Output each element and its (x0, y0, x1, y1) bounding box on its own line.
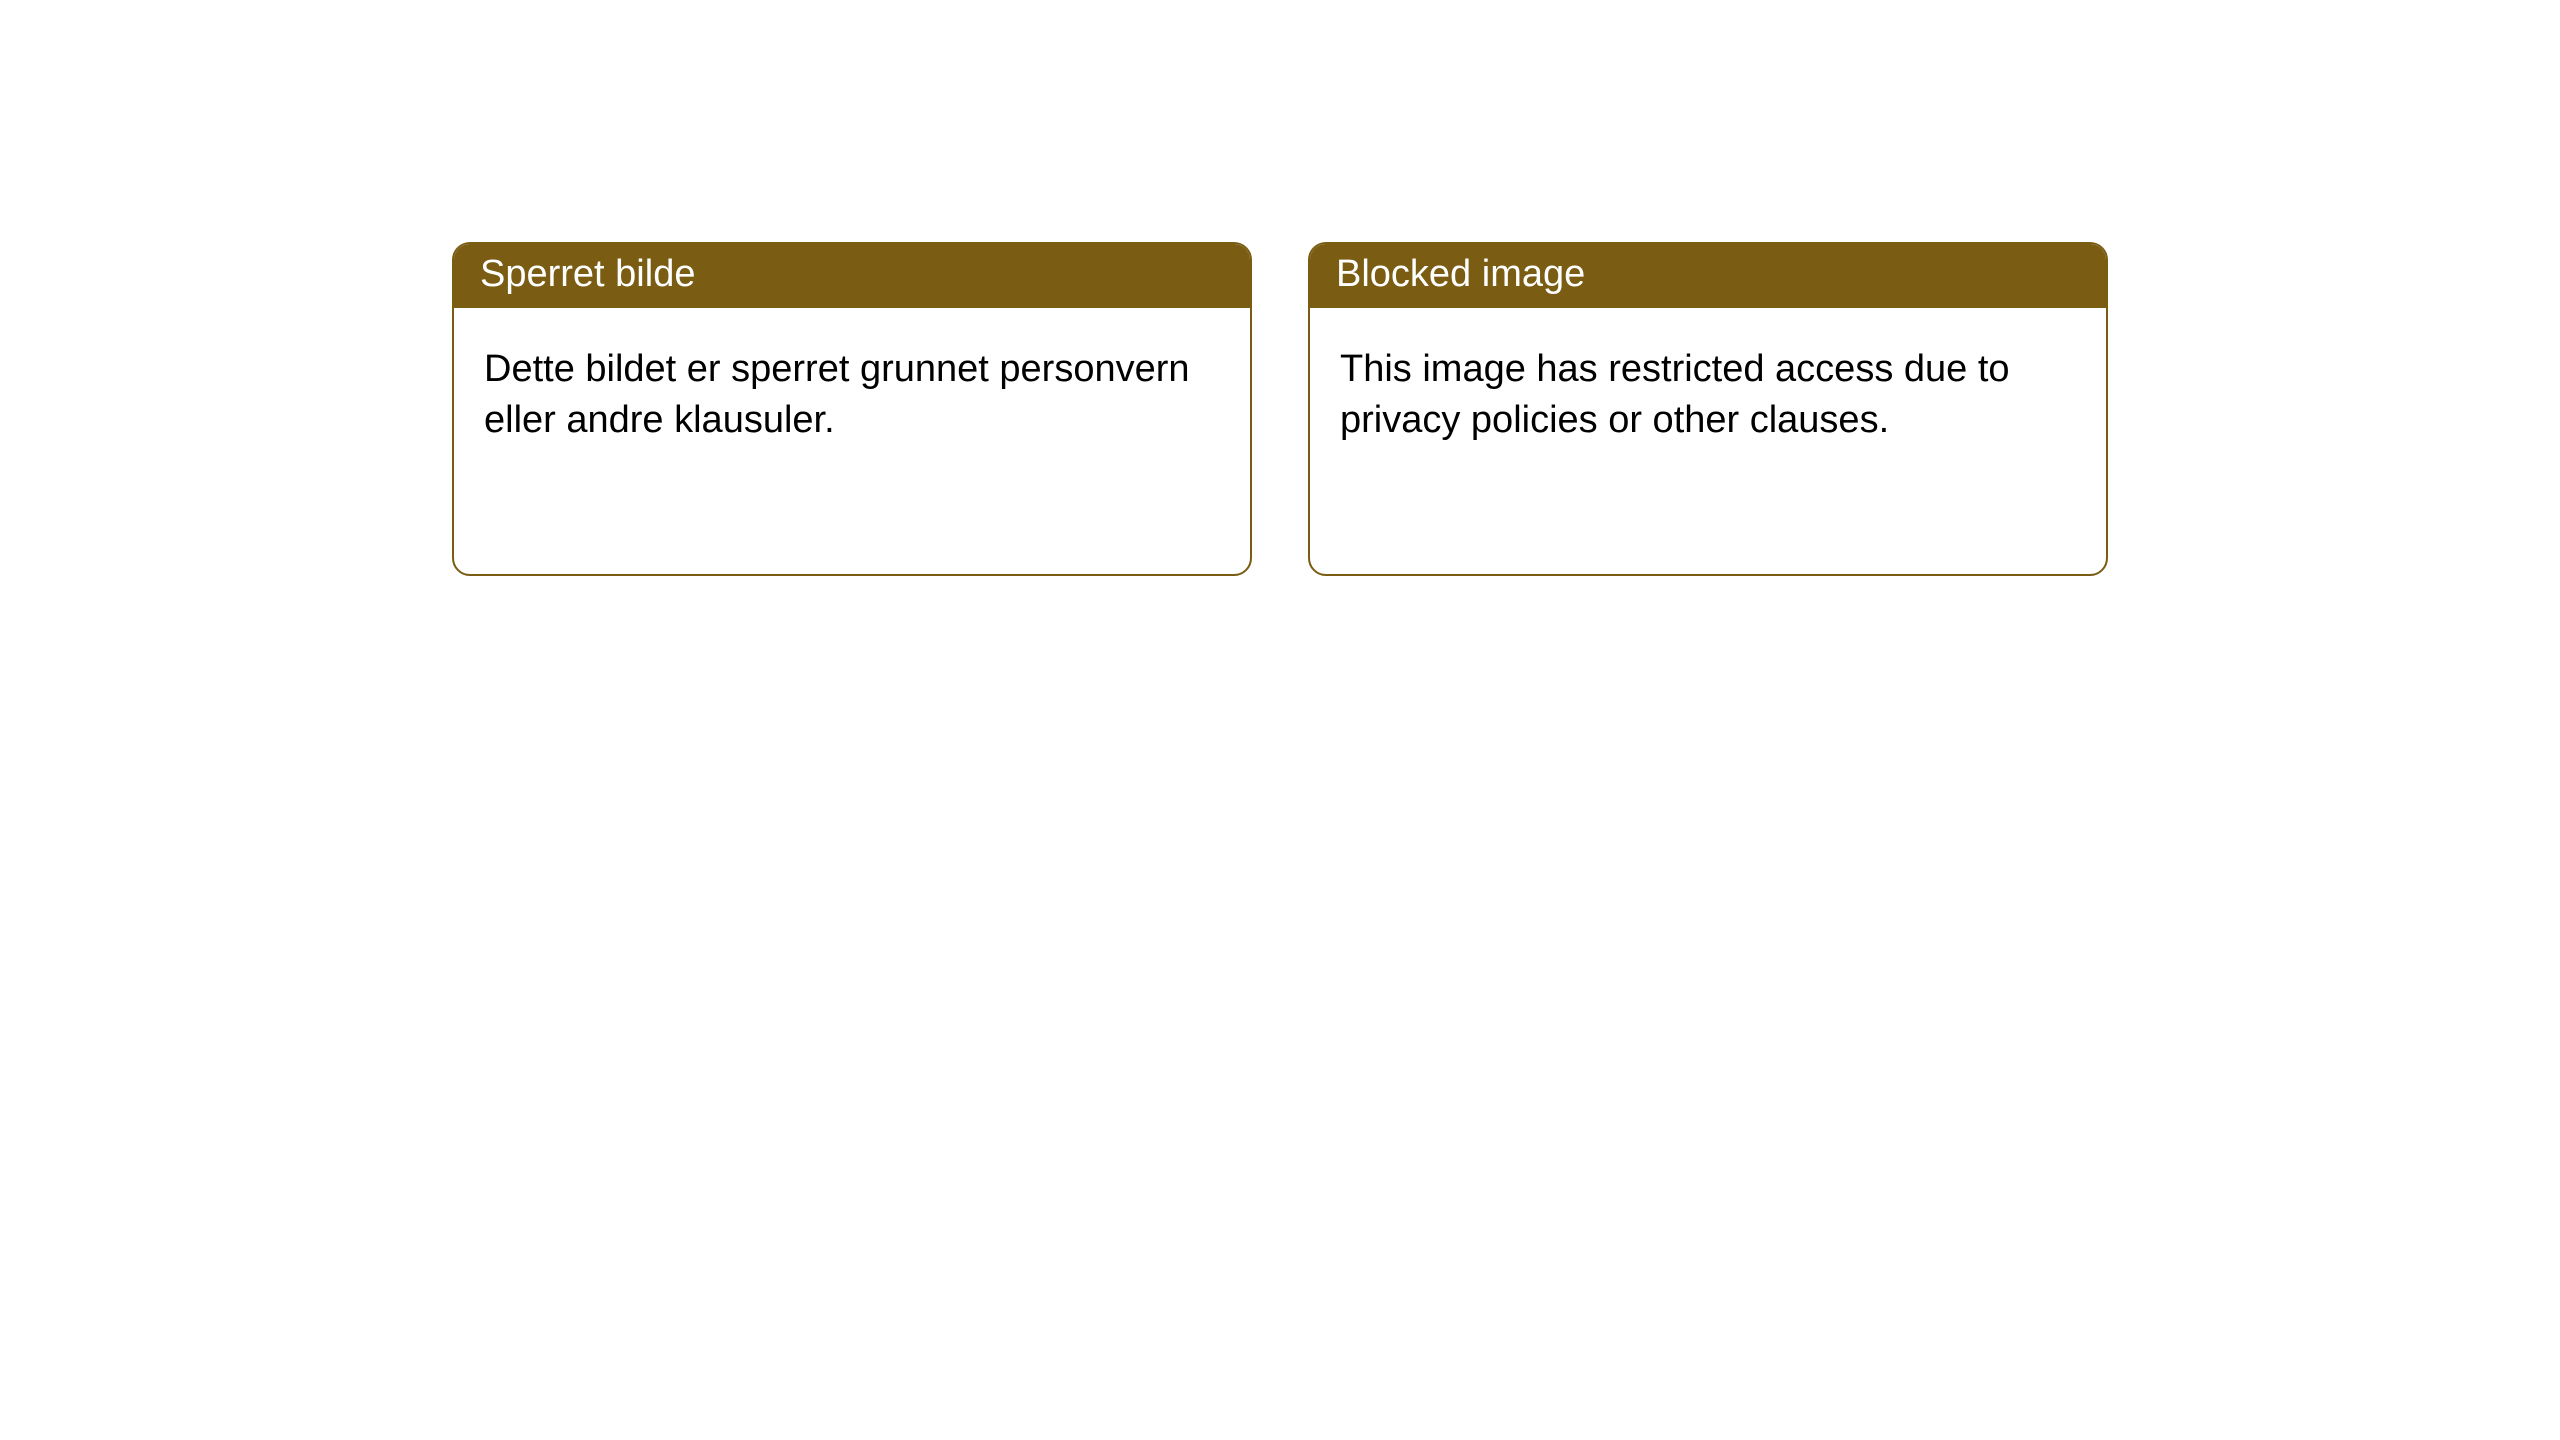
card-title: Blocked image (1336, 253, 1585, 295)
notice-card-english: Blocked image This image has restricted … (1308, 242, 2108, 576)
card-header: Blocked image (1310, 244, 2106, 308)
card-title: Sperret bilde (480, 253, 695, 295)
card-body: This image has restricted access due to … (1310, 308, 2106, 477)
notice-card-norwegian: Sperret bilde Dette bildet er sperret gr… (452, 242, 1252, 576)
notice-container: Sperret bilde Dette bildet er sperret gr… (0, 0, 2560, 576)
card-body-text: This image has restricted access due to … (1340, 348, 2010, 441)
card-body: Dette bildet er sperret grunnet personve… (454, 308, 1250, 477)
card-body-text: Dette bildet er sperret grunnet personve… (484, 348, 1190, 441)
card-header: Sperret bilde (454, 244, 1250, 308)
